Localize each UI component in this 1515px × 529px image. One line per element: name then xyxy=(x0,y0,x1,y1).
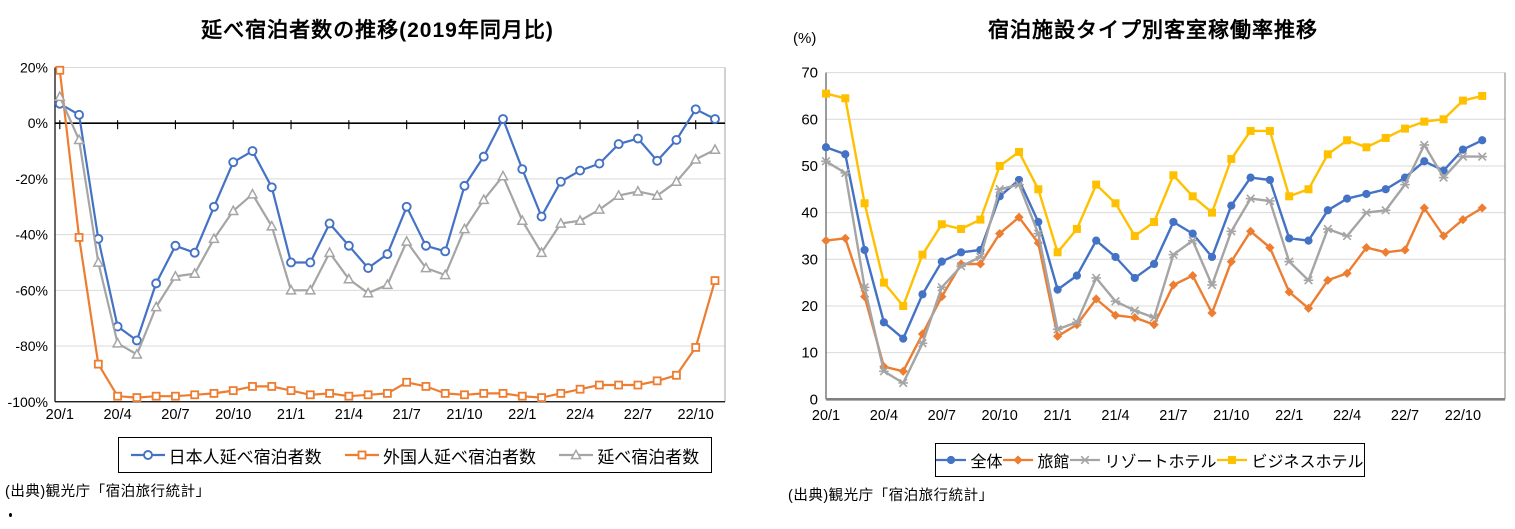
foreign-guests-marker-icon xyxy=(344,450,379,460)
svg-text:20/7: 20/7 xyxy=(928,408,956,424)
y-axis-unit-label: (%) xyxy=(793,30,817,47)
legend-item-japanese-guests: 日本人延べ宿泊者数 xyxy=(130,443,322,468)
svg-text:21/1: 21/1 xyxy=(277,407,305,423)
legend-item-total-guests: 延べ宿泊者数 xyxy=(559,443,699,468)
svg-text:20/4: 20/4 xyxy=(870,408,898,424)
legend-item-business-hotel: ビジネスホテル xyxy=(1217,448,1364,472)
ryokan-marker-icon xyxy=(1003,455,1034,465)
svg-text:0: 0 xyxy=(810,391,818,408)
svg-text:-100%: -100% xyxy=(8,394,48,410)
legend-label: ビジネスホテル xyxy=(1251,454,1364,471)
svg-text:21/4: 21/4 xyxy=(1101,408,1129,424)
svg-text:60: 60 xyxy=(801,111,818,128)
svg-text:50: 50 xyxy=(801,158,818,175)
lodging-guests-chart-panel: 延べ宿泊者数の推移(2019年同月比) 20% 0% -20% -40% -60% -80… xyxy=(0,0,755,529)
lodging-guests-legend: 日本人延べ宿泊者数 外国人延べ宿泊者数 延べ宿泊者数 xyxy=(118,437,712,473)
total-guests-marker-icon xyxy=(559,448,594,460)
legend-item-foreign-guests: 外国人延べ宿泊者数 xyxy=(344,443,536,468)
svg-text:21/4: 21/4 xyxy=(335,407,363,423)
occupancy-rate-chart-panel: 宿泊施設タイプ別客室稼働率推移 (%) 70 60 50 40 30 20 10 0 20/1 2… xyxy=(755,0,1515,529)
resort-hotel-marker-icon xyxy=(1070,455,1101,465)
legend-item-overall: 全体 xyxy=(936,448,1003,472)
overall-marker-icon xyxy=(936,455,967,465)
svg-text:20/7: 20/7 xyxy=(161,407,189,423)
svg-text:20/10: 20/10 xyxy=(215,407,251,423)
svg-text:20/1: 20/1 xyxy=(46,407,74,423)
svg-text:21/1: 21/1 xyxy=(1043,408,1071,424)
source-note: (出典)観光庁「宿泊旅行統計」 xyxy=(5,484,211,500)
chart-title-occupancy-rate: 宿泊施設タイプ別客室稼働率推移 xyxy=(988,19,1318,42)
legend-label: 外国人延べ宿泊者数 xyxy=(382,447,536,467)
svg-text:-40%: -40% xyxy=(15,227,48,243)
occupancy-rate-plot: 70 60 50 40 30 20 10 020/1 20/4 20/7 20/10 21/1 21/4… xyxy=(801,65,1506,424)
lodging-guests-plot: 20% 0% -20% -40% -60% -80% -100%20/1 20/4 20/7 20… xyxy=(8,59,726,423)
legend-label: 日本人延べ宿泊者数 xyxy=(168,447,322,467)
svg-text:20%: 20% xyxy=(20,59,48,75)
svg-text:22/4: 22/4 xyxy=(1333,408,1361,424)
svg-text:20/1: 20/1 xyxy=(812,408,840,424)
svg-text:22/4: 22/4 xyxy=(566,407,594,423)
chart-title-lodging-guests: 延べ宿泊者数の推移(2019年同月比) xyxy=(201,19,554,42)
occupancy-rate-legend: 全体 旅館 リゾートホテル ビジネスホテル xyxy=(935,443,1365,477)
svg-text:20/10: 20/10 xyxy=(982,408,1018,424)
svg-text:-60%: -60% xyxy=(15,282,48,298)
svg-text:21/10: 21/10 xyxy=(446,407,482,423)
svg-text:30: 30 xyxy=(801,251,818,268)
svg-text:21/10: 21/10 xyxy=(1213,408,1249,424)
svg-text:70: 70 xyxy=(801,65,818,82)
business-hotel-marker-icon xyxy=(1217,456,1248,464)
svg-text:22/1: 22/1 xyxy=(508,407,536,423)
svg-text:22/7: 22/7 xyxy=(624,407,652,423)
source-note: (出典)観光庁「宿泊旅行統計」 xyxy=(788,488,994,504)
svg-text:-80%: -80% xyxy=(15,338,48,354)
legend-label: 延べ宿泊者数 xyxy=(597,447,700,467)
svg-text:40: 40 xyxy=(801,205,818,222)
svg-text:10: 10 xyxy=(801,345,818,362)
svg-text:22/7: 22/7 xyxy=(1391,408,1419,424)
svg-text:21/7: 21/7 xyxy=(393,407,421,423)
japanese-guests-marker-icon xyxy=(130,450,165,460)
legend-item-resort-hotel: リゾートホテル xyxy=(1070,448,1217,472)
svg-text:21/7: 21/7 xyxy=(1159,408,1187,424)
legend-label: 旅館 xyxy=(1037,454,1070,471)
svg-text:22/1: 22/1 xyxy=(1275,408,1303,424)
svg-text:20/4: 20/4 xyxy=(103,407,131,423)
svg-text:22/10: 22/10 xyxy=(678,407,714,423)
svg-text:-20%: -20% xyxy=(15,171,48,187)
legend-label: 全体 xyxy=(970,454,1003,471)
legend-label: リゾートホテル xyxy=(1104,454,1217,471)
stray-dot xyxy=(9,513,12,517)
svg-text:22/10: 22/10 xyxy=(1445,408,1481,424)
svg-text:0%: 0% xyxy=(28,115,48,131)
svg-text:20: 20 xyxy=(801,298,818,315)
legend-item-ryokan: 旅館 xyxy=(1003,448,1070,472)
